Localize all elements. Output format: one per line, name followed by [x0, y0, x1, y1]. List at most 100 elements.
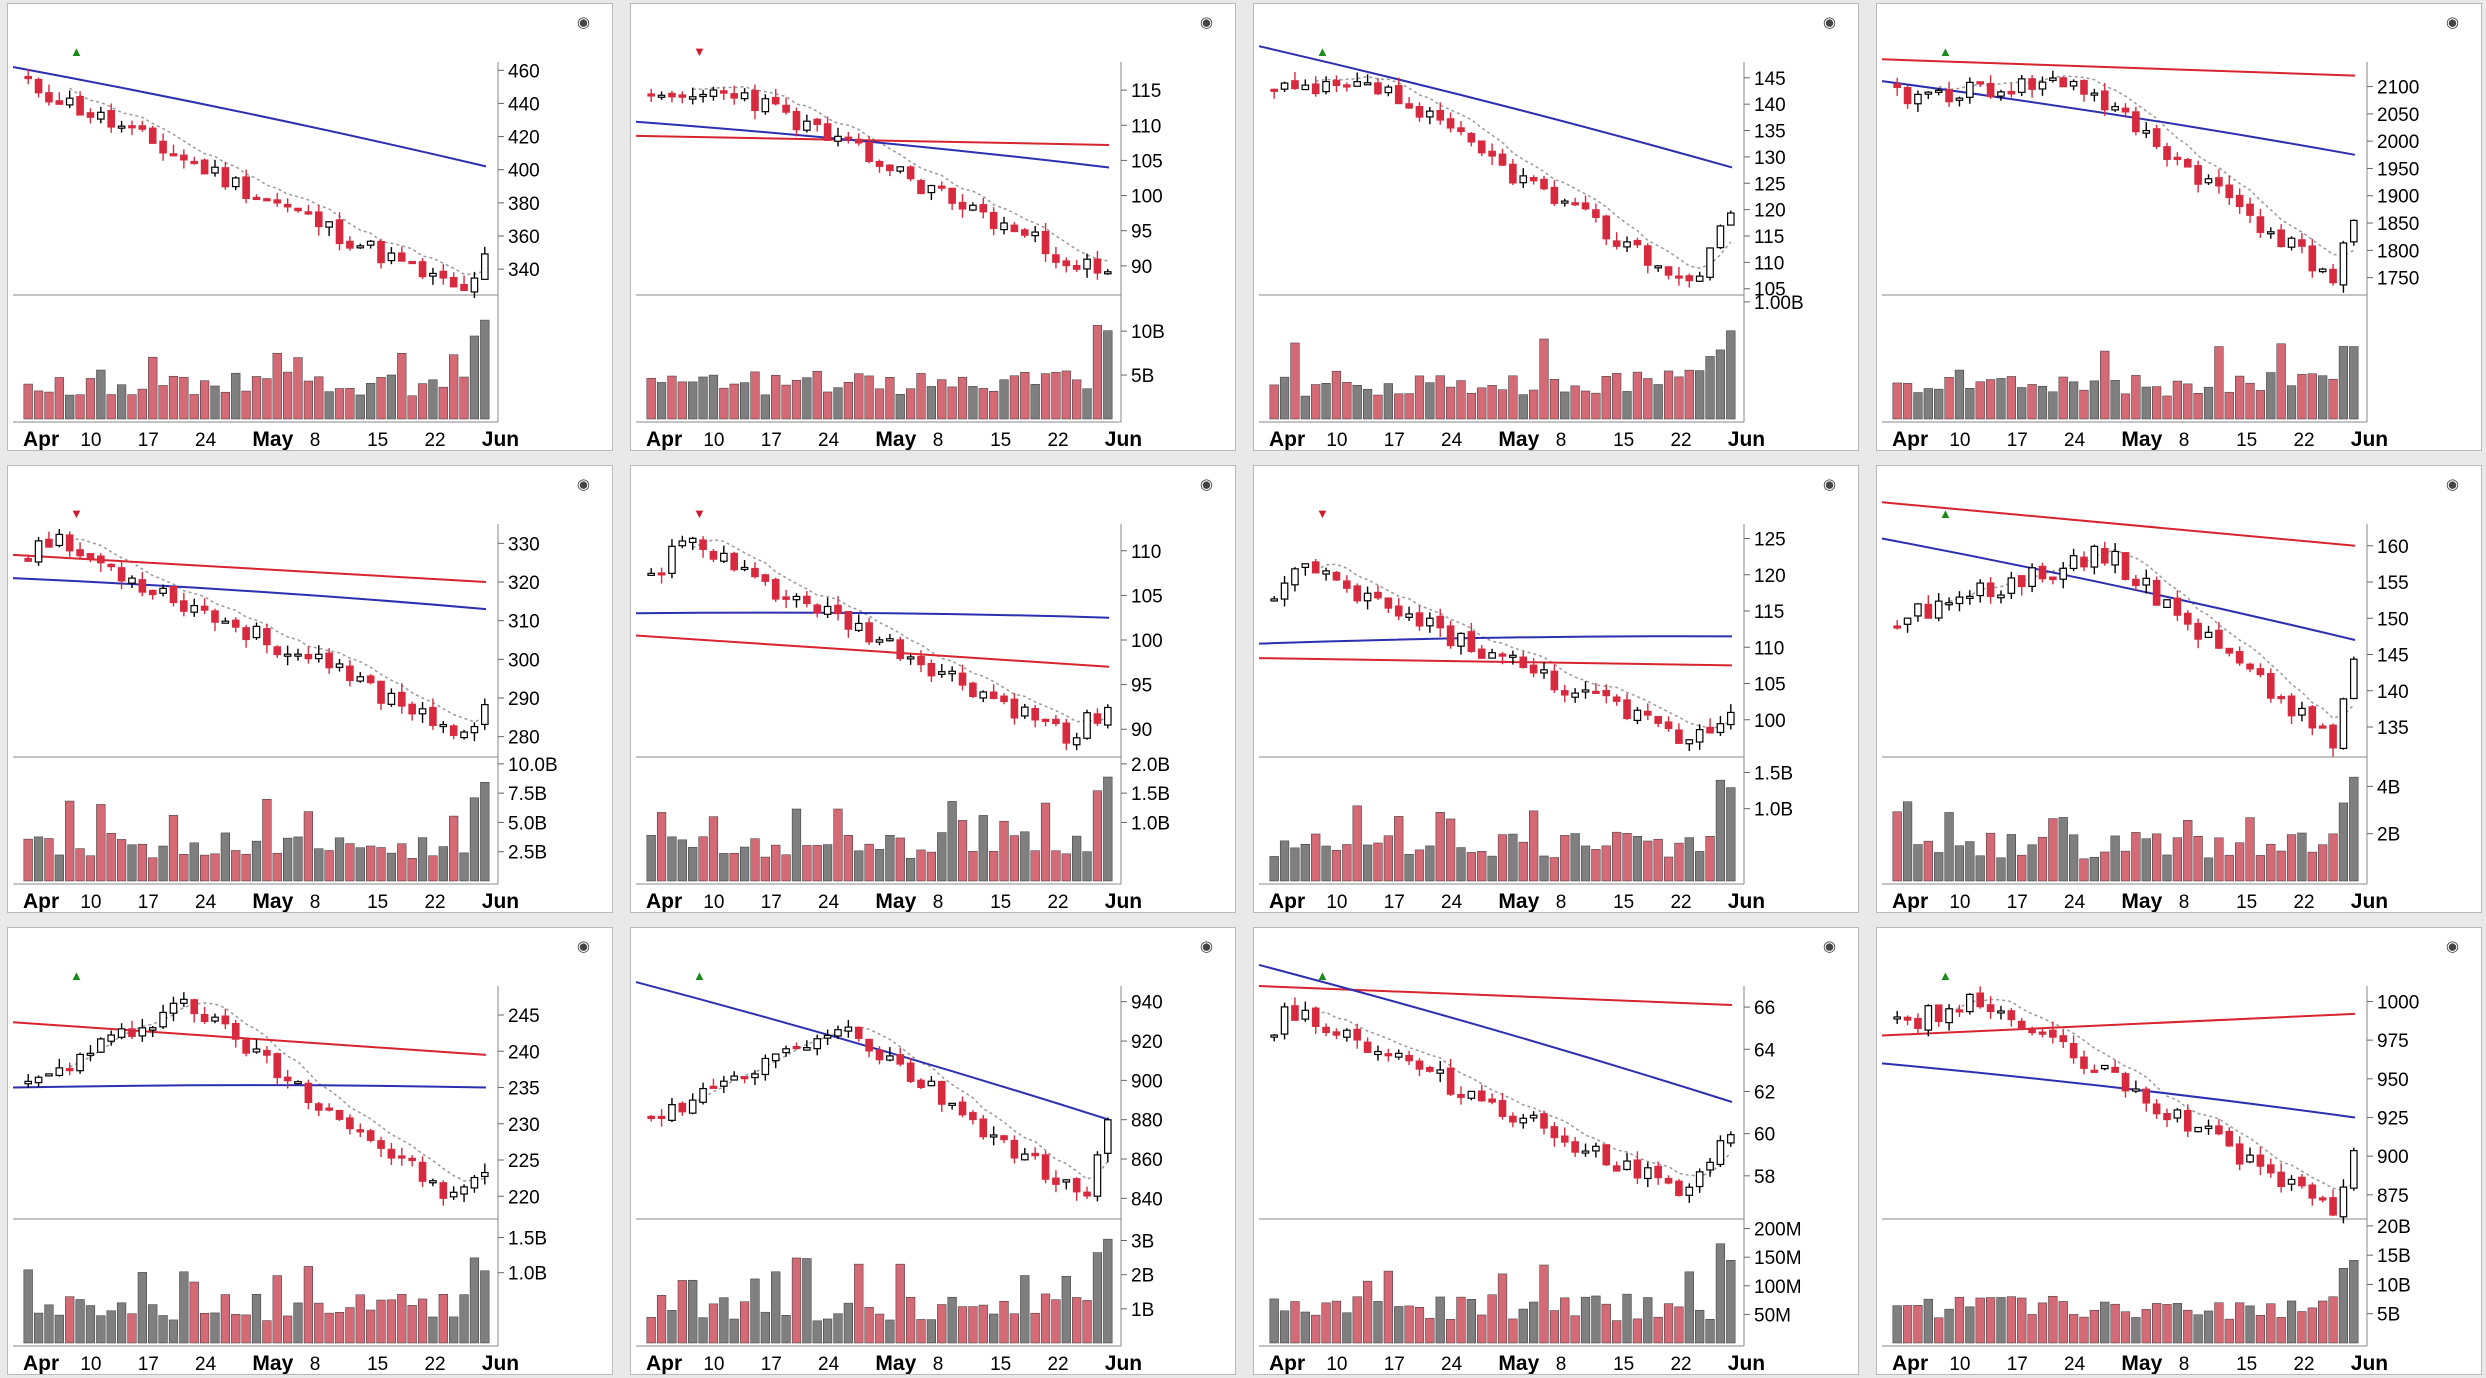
volume-bar — [137, 843, 147, 882]
candle-body — [335, 1109, 344, 1120]
volume-bar — [449, 815, 459, 882]
volume-bar — [771, 374, 781, 420]
volume-bar — [2152, 833, 2162, 882]
volume-bar — [1394, 1306, 1404, 1344]
date-tick-label: 10 — [80, 892, 101, 913]
chart-header: ▲ — [1887, 932, 2469, 986]
date-tick-label: 10 — [1949, 1354, 1970, 1375]
candle-body — [886, 1055, 894, 1061]
candle-body — [439, 1182, 448, 1199]
ma200-line — [12, 1021, 487, 1056]
candle-body — [2017, 78, 2026, 93]
candle-body — [771, 1053, 780, 1062]
volume-bar — [1414, 1306, 1425, 1344]
candle-body — [1571, 202, 1579, 206]
candle-body — [2183, 612, 2192, 625]
candle-body — [1581, 202, 1590, 210]
price-tick-label: 66 — [1754, 998, 1775, 1019]
candle-body — [1020, 706, 1029, 717]
volume-bar — [459, 852, 469, 882]
candle-body — [782, 1048, 790, 1054]
candle-body — [865, 141, 873, 162]
volume-bar — [1092, 1252, 1103, 1344]
volume-bar — [781, 854, 791, 882]
date-tick-label: 8 — [933, 892, 944, 913]
volume-bar — [1612, 1320, 1622, 1344]
price-tick-label: 140 — [2377, 682, 2409, 703]
candle-body — [668, 92, 676, 98]
chart-panel: ▲ 66 64 62 60 58 200M 150M 100M 50M Apr 10 17 24 May 8 1… — [1253, 927, 1859, 1375]
volume-bar — [1040, 802, 1051, 882]
candle-body — [1695, 1171, 1704, 1188]
candle-body — [1103, 1119, 1112, 1154]
candle-body — [314, 653, 323, 660]
volume-bar — [874, 388, 885, 420]
volume-bar — [272, 1275, 282, 1344]
volume-bar — [1923, 388, 1933, 420]
volume-bar — [1362, 844, 1373, 882]
volume-bar — [1715, 779, 1726, 882]
date-tick-label: May — [252, 1352, 293, 1375]
volume-bar — [1477, 387, 1487, 420]
triangle-up-icon: ▲ — [693, 968, 706, 983]
volume-tick-label: 4B — [2377, 777, 2400, 798]
volume-bar — [1051, 850, 1061, 882]
candle-body — [2059, 77, 2068, 88]
candle-body — [1633, 239, 1642, 246]
candle-body — [1467, 1090, 1476, 1099]
candle-body — [1072, 265, 1081, 270]
candle-body — [366, 240, 375, 246]
candle-body — [1083, 258, 1091, 270]
volume-bar — [148, 857, 158, 882]
candle-body — [2090, 92, 2099, 96]
candle-body — [2277, 1171, 2285, 1187]
volume-bar — [2079, 389, 2089, 420]
candle-body — [1041, 230, 1050, 255]
date-tick-label: 15 — [367, 430, 388, 451]
candle-body — [190, 605, 199, 613]
candle-body — [989, 1134, 998, 1138]
date-tick-label: May — [2121, 890, 2162, 913]
date-tick-label: 17 — [138, 1354, 159, 1375]
date-tick-label: May — [875, 428, 916, 451]
candle-body — [1332, 79, 1341, 86]
volume-bar — [1061, 1276, 1071, 1344]
volume-bar — [33, 836, 44, 882]
candle-body — [2194, 165, 2202, 185]
price-tick-label: 64 — [1754, 1040, 1776, 1061]
volume-bar — [334, 1312, 345, 1344]
volume-bar — [1279, 1310, 1290, 1344]
date-tick-label: Jun — [2351, 1352, 2388, 1375]
volume-bar — [231, 850, 241, 882]
candle-body — [730, 93, 739, 99]
volume-bar — [1601, 1303, 1611, 1344]
volume-bar — [397, 843, 407, 882]
date-tick-label: 24 — [1441, 430, 1463, 451]
volume-bar — [1518, 1308, 1528, 1344]
candle-body — [1716, 1140, 1725, 1166]
candle-body — [688, 96, 697, 100]
volume-bar — [1009, 375, 1020, 420]
volume-bar — [750, 1278, 760, 1344]
candle-body — [325, 652, 333, 669]
volume-bar — [978, 815, 988, 882]
volume-bar — [968, 386, 978, 420]
candle-body — [1903, 86, 1912, 105]
price-tick-label: 110 — [1131, 542, 1161, 563]
candle-body — [1488, 1098, 1496, 1103]
volume-bar — [179, 376, 189, 420]
candle-body — [2235, 194, 2244, 208]
price-tick-label: 975 — [2377, 1031, 2409, 1052]
volume-bar — [1072, 379, 1082, 420]
volume-bar — [2245, 1305, 2255, 1344]
candle-body — [2235, 1143, 2244, 1165]
chart-panel: ▲ 160 155 150 145 140 135 4B 2B Apr 10 17 24 May 8 15 22… — [1876, 465, 2482, 913]
date-tick-label: 15 — [2236, 1354, 2257, 1375]
candle-body — [2329, 724, 2337, 749]
price-chart: 1451401351301251201151101051.00B750M500M… — [1258, 45, 1804, 451]
candle-body — [231, 619, 240, 628]
candle-body — [346, 1117, 354, 1130]
triangle-up-icon: ▲ — [70, 968, 83, 983]
candle-body — [283, 203, 292, 208]
candle-body — [2090, 545, 2099, 568]
